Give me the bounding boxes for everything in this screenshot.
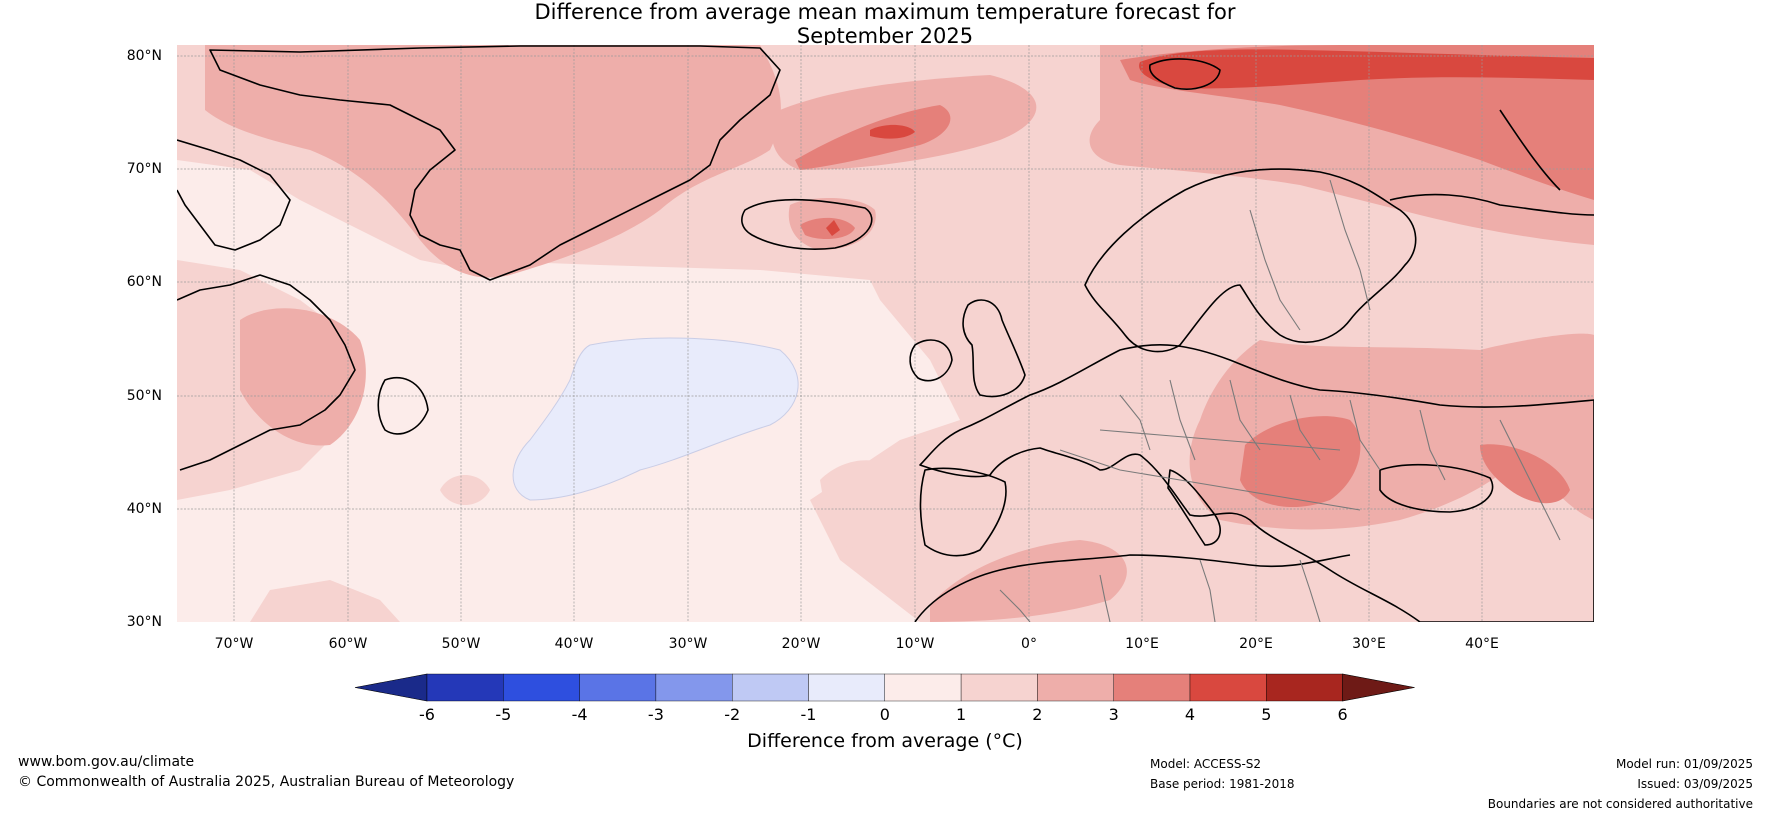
lon-label-20e: 20°E [1239, 636, 1273, 652]
russia-arctic-coast [1389, 193, 1594, 216]
colorbar-label: Difference from average (°C) [747, 730, 1023, 752]
colorbar-segment [503, 673, 580, 702]
colorbar-segment [655, 673, 733, 702]
lon-label-50w: 50°W [441, 636, 481, 652]
colorbar-segment [1037, 673, 1114, 702]
lat-label-30n: 30°N [126, 614, 162, 630]
black-sea [1379, 463, 1494, 513]
lon-label-40e: 40°E [1465, 636, 1499, 652]
colorbar-tick-label: -3 [647, 705, 664, 724]
colorbar-tick-label: 4 [1184, 705, 1196, 724]
lon-label-20w: 20°W [781, 636, 821, 652]
svalbard [1149, 58, 1221, 90]
colorbar-tick-label: 1 [956, 705, 967, 724]
colorbar-segment [1113, 673, 1191, 702]
colorbar-tick-label: 3 [1108, 705, 1119, 724]
iceland [741, 198, 873, 250]
lon-label-70w: 70°W [214, 636, 254, 652]
copyright-text: © Commonwealth of Australia 2025, Austra… [18, 774, 515, 790]
coastlines [177, 45, 1594, 622]
ireland [909, 339, 953, 382]
lon-label-0: 0° [1021, 636, 1037, 652]
colorbar-segment [426, 673, 504, 702]
lat-label-40n: 40°N [126, 501, 162, 517]
title-line-1: Difference from average mean maximum tem… [534, 0, 1236, 24]
colorbar-tick-label: -5 [495, 705, 512, 724]
lon-label-30w: 30°W [668, 636, 708, 652]
colorbar-tick-label: 0 [879, 705, 890, 724]
colorbar-segment [1266, 673, 1343, 702]
colorbar-extend-high [1342, 673, 1415, 702]
colorbar-segment [960, 673, 1038, 702]
novaya-zemlya [1499, 109, 1561, 191]
map-plot [177, 45, 1594, 622]
disclaimer-text: Boundaries are not considered authoritat… [1487, 797, 1753, 811]
italy [1167, 469, 1221, 546]
graticule [177, 45, 1594, 622]
colorbar-segment [808, 673, 886, 702]
colorbar-tick-label: -4 [571, 705, 588, 724]
map-title: Difference from average mean maximum tem… [0, 0, 1770, 48]
lat-label-60n: 60°N [126, 274, 162, 290]
model-run-text: Model run: 01/09/2025 [1615, 757, 1753, 771]
europe-mainland [919, 344, 1594, 622]
iberia [919, 467, 1007, 557]
lat-label-70n: 70°N [126, 161, 162, 177]
anomaly-minus1-0-region [512, 337, 799, 501]
lon-label-10e: 10°E [1125, 636, 1159, 652]
colorbar-extend-low [354, 673, 428, 702]
lon-label-30e: 30°E [1352, 636, 1386, 652]
website-text: www.bom.gov.au/climate [18, 754, 195, 770]
colorbar-tick-label: 2 [1032, 705, 1043, 724]
anomaly-4-5-regions [826, 49, 1594, 236]
colorbar-segment [579, 673, 657, 702]
labrador-coast [177, 274, 356, 471]
base-period-text: Base period: 1981-2018 [1150, 777, 1295, 791]
colorbar-tick-label: -2 [724, 705, 741, 724]
colorbar-segment [884, 673, 962, 702]
lon-label-40w: 40°W [554, 636, 594, 652]
british-isles [962, 299, 1026, 398]
colorbar-segment [732, 673, 809, 702]
title-line-2: September 2025 [796, 24, 974, 48]
greenland-coast [209, 45, 781, 281]
lat-label-50n: 50°N [126, 388, 162, 404]
lon-label-60w: 60°W [328, 636, 368, 652]
colorbar-segment [1189, 673, 1267, 702]
model-text: Model: ACCESS-S2 [1150, 757, 1262, 771]
colorbar-tick-label: -1 [800, 705, 817, 724]
scandinavia [1084, 168, 1417, 353]
newfoundland [377, 376, 429, 435]
canada-coast-north [177, 139, 291, 251]
country-borders [999, 179, 1561, 622]
colorbar-tick-label: -6 [419, 705, 435, 724]
north-africa-coast [914, 554, 1351, 622]
colorbar-tick-label: 6 [1337, 705, 1348, 724]
issued-text: Issued: 03/09/2025 [1637, 777, 1753, 791]
colorbar-tick-label: 5 [1261, 705, 1272, 724]
lon-label-10w: 10°W [895, 636, 935, 652]
lat-label-80n: 80°N [126, 48, 162, 64]
colorbar [354, 673, 1415, 702]
